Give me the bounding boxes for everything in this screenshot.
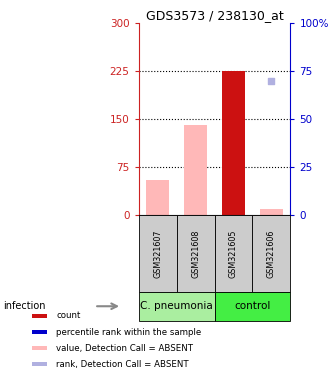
Bar (32, 362, 47, 366)
Bar (146, 180, 169, 215)
Text: control: control (234, 301, 271, 311)
Text: GSM321605: GSM321605 (229, 229, 238, 278)
Text: rank, Detection Call = ABSENT: rank, Detection Call = ABSENT (56, 359, 189, 369)
Title: GDS3573 / 238130_at: GDS3573 / 238130_at (146, 9, 283, 22)
Text: GSM321606: GSM321606 (267, 229, 276, 278)
Bar (139, 292, 214, 321)
Bar (252, 215, 290, 292)
Bar (214, 292, 290, 321)
Bar (177, 215, 214, 292)
Text: GSM321608: GSM321608 (191, 229, 200, 278)
Text: percentile rank within the sample: percentile rank within the sample (56, 328, 201, 336)
Bar (32, 346, 47, 350)
Bar (222, 71, 245, 215)
Bar (139, 215, 177, 292)
Bar (32, 330, 47, 334)
Point (269, 78, 274, 84)
Text: value, Detection Call = ABSENT: value, Detection Call = ABSENT (56, 344, 193, 353)
Text: GSM321607: GSM321607 (153, 229, 162, 278)
Text: C. pneumonia: C. pneumonia (140, 301, 213, 311)
Bar (184, 126, 207, 215)
Bar (32, 314, 47, 318)
Bar (214, 215, 252, 292)
Text: infection: infection (3, 301, 46, 311)
Bar (260, 209, 283, 215)
Text: count: count (56, 311, 81, 321)
